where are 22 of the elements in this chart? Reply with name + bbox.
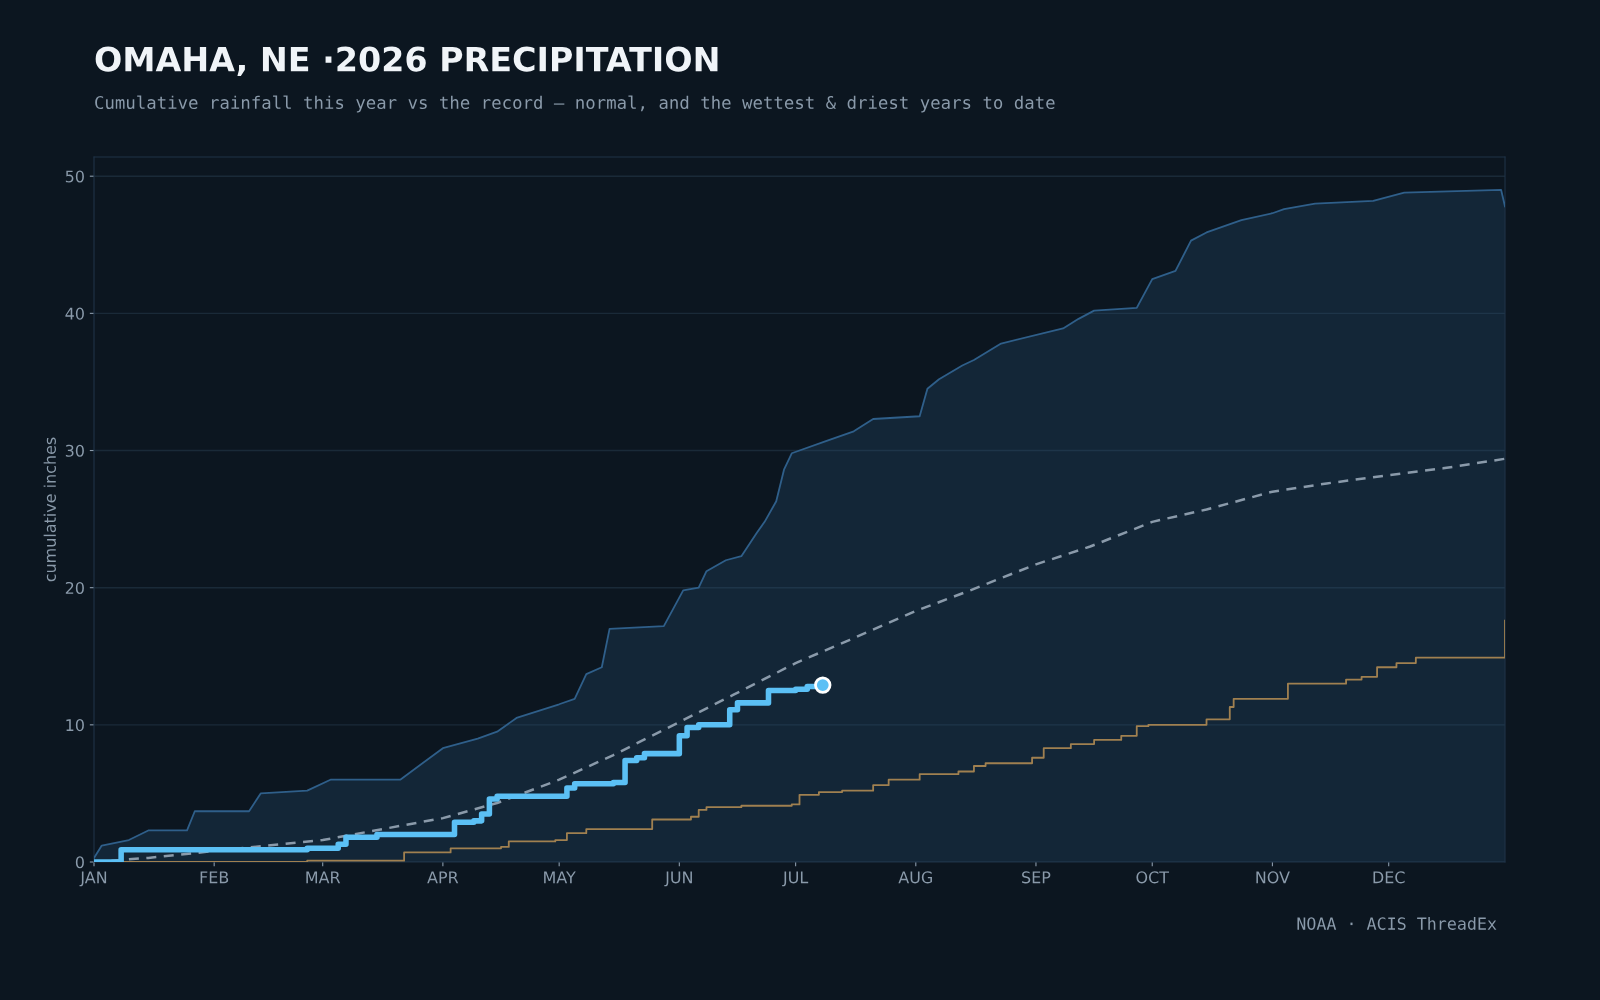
x-tick-label: JUL bbox=[782, 871, 809, 887]
y-axis-title: cumulative inches bbox=[43, 437, 56, 582]
x-tick-label: MAY bbox=[544, 871, 576, 884]
y-tick-label: 10 bbox=[66, 719, 84, 732]
x-tick-label: JUN bbox=[664, 871, 692, 887]
x-tick-label: SEP bbox=[1022, 871, 1051, 884]
x-tick-label: FEB bbox=[200, 871, 229, 884]
x-tick-label: DEC bbox=[1373, 871, 1405, 884]
y-tick-label: 20 bbox=[65, 581, 84, 594]
x-tick-label: AUG bbox=[898, 871, 932, 884]
y-tick-label: 50 bbox=[65, 170, 84, 183]
y-tick-label: 0 bbox=[75, 856, 84, 869]
chart-title: OMAHA, NE ·2026 PRECIPITATION bbox=[95, 46, 718, 76]
x-tick-label: NOV bbox=[1256, 871, 1290, 884]
x-tick-label: MAR bbox=[306, 871, 341, 884]
y-tick-label: 30 bbox=[65, 444, 84, 457]
x-tick-label: OCT bbox=[1136, 871, 1170, 884]
y-tick-label: 40 bbox=[65, 307, 84, 320]
x-tick-label: APR bbox=[427, 871, 459, 884]
chart-subtitle: Cumulative rainfall this year vs the record — normal, and the wettest & driest years to date bbox=[95, 95, 1055, 113]
text: NOAA · ACIS ThreadEx bbox=[1297, 916, 1497, 930]
x-tick-label: JAN bbox=[79, 871, 107, 887]
